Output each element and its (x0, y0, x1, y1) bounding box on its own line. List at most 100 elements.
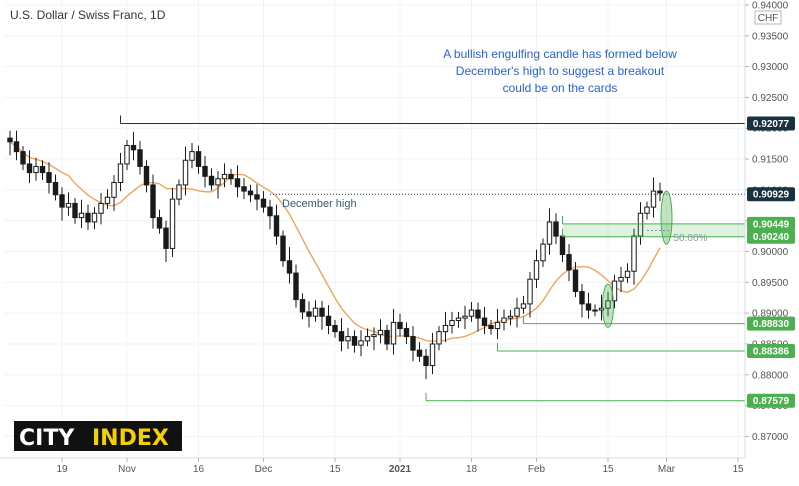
candle-body (254, 194, 260, 200)
candle-body (202, 165, 208, 177)
candle-body (384, 329, 390, 345)
candle-body (540, 243, 546, 262)
candle-body (390, 321, 397, 345)
logo-city: CITY (19, 426, 75, 451)
candle-body (520, 303, 527, 309)
y-tick-label: 0.89500 (752, 278, 789, 289)
candle-body (559, 235, 566, 256)
candle-body (546, 221, 553, 245)
level-price-box (747, 229, 795, 244)
candle-body (475, 309, 481, 319)
candle-body (33, 165, 39, 174)
y-tick-label: 0.90000 (752, 247, 789, 258)
candle-body (592, 309, 598, 312)
zone-band (562, 223, 745, 237)
level-price-box (747, 216, 795, 231)
candle-body (13, 141, 20, 153)
candle-body (358, 340, 364, 346)
candle-body (195, 151, 202, 167)
moving-average-line (9, 141, 661, 342)
candle-body (345, 336, 351, 342)
chart-title: U.S. Dollar / Swiss Franc, 1D (10, 8, 166, 22)
candle-body (280, 235, 286, 262)
logo-background (14, 421, 182, 451)
annotation-line: could be on the cards (503, 81, 618, 95)
candle-body (124, 144, 130, 165)
x-axis: 19 Nov 16 Dec 15 2021 18 Feb 15 Mar 15 (0, 457, 745, 475)
candle-body (59, 194, 65, 208)
candle-body (527, 278, 533, 305)
candle-body (189, 151, 195, 161)
candle-body (273, 215, 280, 237)
candle-body (91, 212, 98, 223)
candle-body (449, 320, 455, 326)
candle-body (26, 163, 33, 174)
candle-body (293, 272, 299, 301)
currency-label: CHF (758, 13, 779, 24)
candle-body (533, 260, 540, 280)
candle-body (332, 324, 338, 333)
x-tick-label: Feb (528, 464, 546, 475)
candle-body (618, 276, 624, 282)
candle-body (150, 184, 156, 219)
engulfing-highlight (660, 190, 673, 245)
candle-body (455, 317, 462, 322)
candle-body (371, 334, 377, 338)
level-price-label: 0.90449 (753, 219, 790, 230)
level-price-box (747, 116, 795, 131)
candle-body (78, 212, 85, 219)
candle-body (598, 307, 605, 311)
candle-body (299, 299, 306, 313)
candle-body (403, 328, 410, 338)
candle-body (143, 165, 150, 186)
candle-body (7, 137, 13, 143)
candle-body (46, 172, 52, 183)
candle-body (637, 212, 644, 237)
level-price-box (747, 393, 795, 408)
candle-body (488, 324, 494, 330)
level-price-label: 0.88830 (753, 319, 790, 330)
candle-body (624, 270, 631, 278)
candle-body (566, 254, 572, 271)
candle-body (644, 206, 650, 214)
y-tick-label: 0.88000 (752, 370, 789, 381)
x-tick-label: Dec (255, 464, 273, 475)
candle-body (85, 212, 91, 223)
candle-body (169, 198, 176, 249)
candle-body (52, 181, 59, 196)
x-tick-label: 2021 (389, 464, 412, 475)
candle-body (98, 202, 104, 214)
candle-body (377, 329, 384, 336)
annotation-line: A bullish engulfing candle has formed be… (443, 47, 677, 61)
candle-body (208, 175, 215, 186)
candle-body (507, 315, 514, 319)
candle-body (228, 173, 234, 180)
level-price-box (747, 316, 795, 331)
y-tick-label: 0.93500 (752, 31, 789, 42)
candle-body (585, 303, 592, 311)
x-tick-label: 15 (602, 464, 614, 475)
candle-body (364, 336, 371, 342)
y-tick-label: 0.87000 (752, 432, 789, 443)
level-price-label: 0.87579 (753, 396, 790, 407)
december-high-label: December high (282, 198, 357, 210)
level-labels: 0.92077 0.90929 0.90449 0.90240 0.88830 0.883… (747, 116, 795, 408)
candle-body (20, 151, 26, 165)
level-price-box (747, 343, 795, 358)
candle-body (501, 317, 507, 323)
candle-body (462, 315, 468, 319)
moving-average (9, 141, 661, 342)
fib-50-label: 50.00% (674, 233, 708, 244)
candle-body (481, 317, 488, 326)
candle-body (319, 307, 325, 317)
x-tick-label: 15 (329, 464, 341, 475)
levels: December high 50.00% (120, 115, 745, 402)
x-tick-label: 15 (732, 464, 744, 475)
y-tick-label: 0.93000 (752, 62, 789, 73)
candle-body (117, 163, 124, 183)
candle-body (234, 178, 241, 188)
annotation: A bullish engulfing candle has formed be… (443, 47, 677, 95)
candle-body (631, 235, 637, 272)
candle-body (514, 307, 520, 317)
